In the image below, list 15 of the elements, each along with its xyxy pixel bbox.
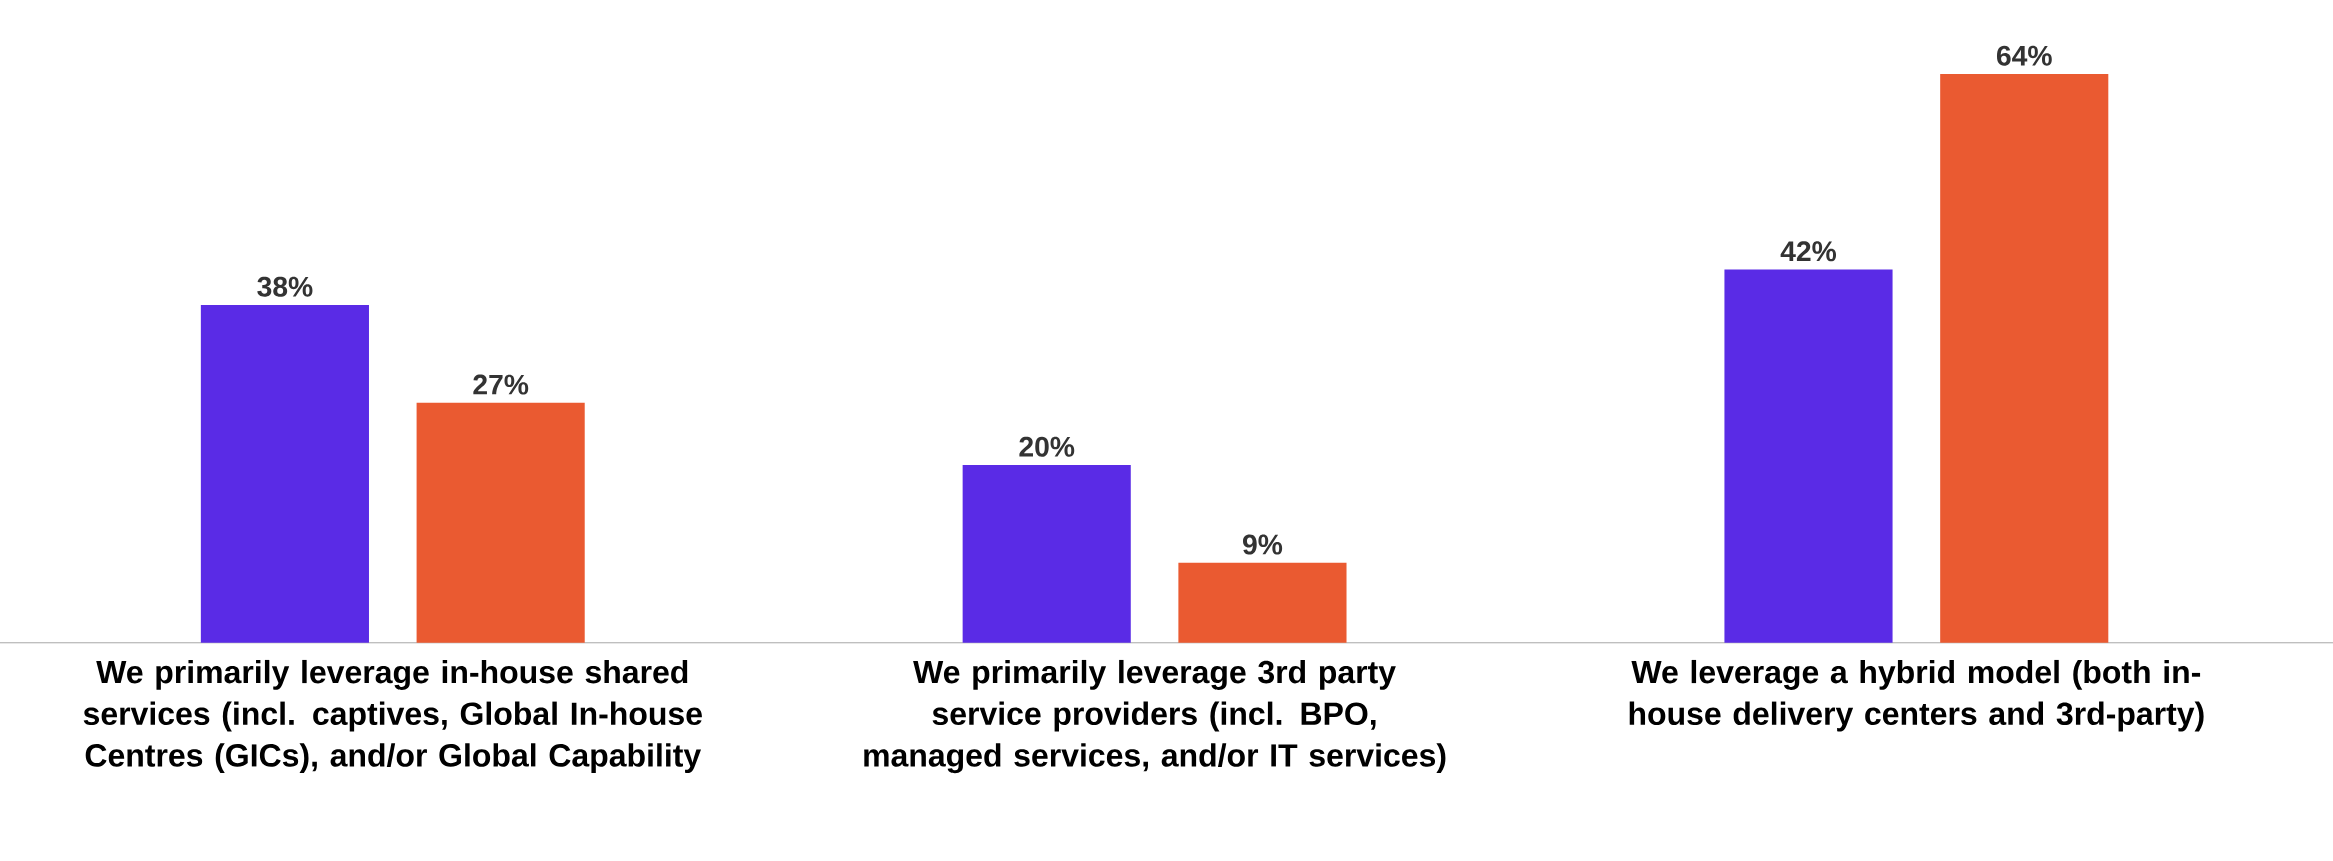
bar: [962, 464, 1131, 643]
data-label: 42%: [1780, 241, 1837, 261]
data-label: 64%: [1996, 45, 2052, 66]
data-label: 27%: [473, 374, 529, 395]
x-tick-label: We leverage a hybrid model (both in-house delivery centers and 3rd-party): [1629, 659, 2204, 732]
x-tick-label: We primarily leverage in-house shared services (incl. captives, Global In-house Centres (GICs), and/or Global Capability: [83, 659, 702, 773]
data-label: 9%: [1243, 534, 1283, 555]
data-label: 38%: [257, 276, 313, 297]
x-tick-label: We primarily leverage 3rd party service providers (incl. BPO, managed services, and/or IT services): [864, 659, 1446, 773]
bar: [1178, 562, 1347, 643]
bar: [1724, 269, 1893, 643]
bar: [200, 304, 369, 643]
bar: [416, 402, 585, 643]
data-label: 20%: [1019, 436, 1075, 457]
bar: [1940, 73, 2109, 643]
